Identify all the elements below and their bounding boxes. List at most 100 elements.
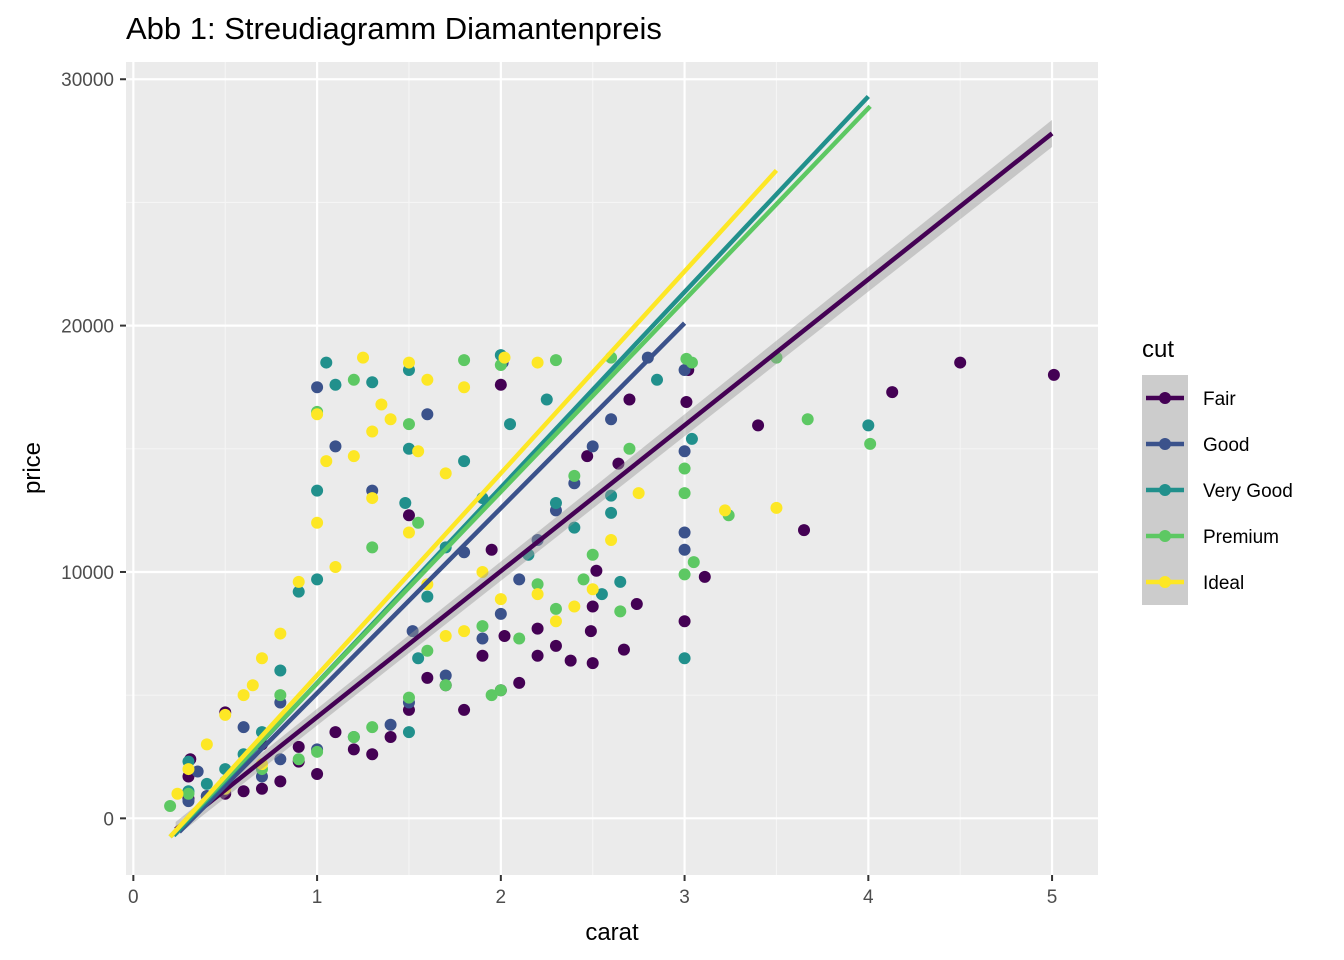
data-point — [412, 445, 425, 458]
data-point — [458, 625, 471, 638]
data-point — [476, 620, 489, 633]
data-point — [498, 351, 511, 364]
data-point — [406, 625, 419, 638]
data-point — [586, 548, 599, 561]
data-point — [329, 378, 342, 391]
data-point — [886, 386, 899, 399]
data-point — [164, 800, 177, 813]
data-point — [439, 630, 452, 643]
legend-item: Ideal — [1146, 573, 1244, 594]
legend-item: Fair — [1146, 389, 1236, 410]
data-point — [586, 440, 599, 453]
data-point — [623, 393, 636, 406]
data-point — [485, 689, 498, 702]
data-point — [605, 506, 618, 519]
data-point — [311, 516, 324, 529]
x-tick-label: 1 — [312, 887, 323, 908]
data-point — [421, 644, 434, 657]
data-point — [384, 413, 397, 426]
data-point — [586, 583, 599, 596]
data-point — [612, 457, 625, 470]
data-point — [311, 408, 324, 421]
trend-line — [174, 131, 1054, 832]
data-point — [531, 588, 544, 601]
data-point — [439, 669, 452, 682]
data-point — [292, 753, 305, 766]
data-point — [255, 652, 268, 665]
data-point — [595, 588, 608, 601]
data-point — [568, 469, 581, 482]
data-point — [402, 442, 415, 455]
data-point — [311, 767, 324, 780]
data-point — [678, 445, 691, 458]
data-point — [357, 351, 370, 364]
data-point — [685, 356, 698, 369]
y-tick-label: 0 — [103, 809, 114, 830]
data-point — [421, 408, 434, 421]
legend-label: Ideal — [1203, 573, 1244, 594]
trend-line — [177, 321, 687, 834]
data-point — [200, 777, 213, 790]
data-point — [531, 356, 544, 369]
data-point — [402, 726, 415, 739]
data-point — [513, 676, 526, 689]
legend-item: Good — [1146, 435, 1249, 456]
data-point — [421, 373, 434, 386]
data-point — [399, 496, 412, 509]
y-tick-label: 10000 — [61, 563, 114, 584]
grid-major — [126, 62, 1098, 875]
data-point — [402, 356, 415, 369]
data-point — [605, 533, 618, 546]
data-point — [347, 731, 360, 744]
data-point — [274, 775, 287, 788]
data-point — [292, 585, 305, 598]
data-point — [549, 354, 562, 367]
x-tick-label: 0 — [128, 887, 139, 908]
data-point — [798, 524, 811, 537]
legend-key-point — [1159, 392, 1171, 404]
data-point — [614, 605, 627, 618]
data-point — [292, 575, 305, 588]
data-point — [632, 487, 645, 500]
data-point — [402, 691, 415, 704]
data-point — [504, 418, 517, 431]
data-point — [564, 654, 577, 667]
y-tick-label: 20000 — [61, 317, 114, 338]
data-point — [246, 679, 259, 692]
legend: cut Fair Good Very Good Premium Ideal — [1142, 336, 1293, 605]
data-point — [421, 671, 434, 684]
data-point — [292, 740, 305, 753]
data-point — [549, 602, 562, 615]
data-point — [274, 753, 287, 766]
data-point — [498, 630, 511, 643]
data-point — [458, 354, 471, 367]
trend-line — [168, 104, 872, 839]
legend-key-point — [1159, 530, 1171, 542]
data-point — [311, 381, 324, 394]
chart-title: Abb 1: Streudiagramm Diamantenpreis — [126, 11, 662, 46]
data-point — [402, 418, 415, 431]
data-point — [678, 487, 691, 500]
legend-label: Fair — [1203, 389, 1236, 410]
legend-items: Fair Good Very Good Premium Ideal — [1146, 389, 1293, 594]
data-point — [458, 455, 471, 468]
data-point — [476, 649, 489, 662]
data-point — [412, 516, 425, 529]
data-point — [586, 657, 599, 670]
data-point — [549, 639, 562, 652]
data-point — [577, 573, 590, 586]
data-point — [770, 501, 783, 514]
data-point — [862, 419, 875, 432]
legend-key-point — [1159, 484, 1171, 496]
x-tick-label: 3 — [679, 887, 690, 908]
data-point — [329, 440, 342, 453]
data-point — [311, 745, 324, 758]
data-point — [531, 622, 544, 635]
data-point — [347, 373, 360, 386]
data-point — [366, 376, 379, 389]
data-point — [678, 363, 691, 376]
data-point — [614, 575, 627, 588]
data-point — [366, 721, 379, 734]
data-point — [651, 373, 664, 386]
data-point — [678, 526, 691, 539]
